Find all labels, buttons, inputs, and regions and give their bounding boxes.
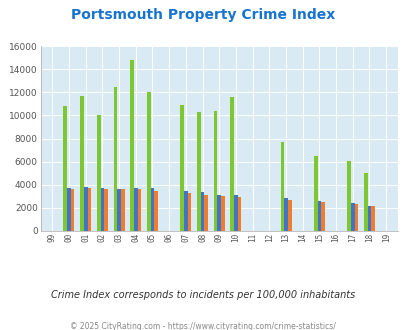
Bar <box>230 97 234 231</box>
Text: Portsmouth Property Crime Index: Portsmouth Property Crime Index <box>71 8 334 22</box>
Bar <box>187 193 191 231</box>
Bar <box>117 189 121 231</box>
Bar <box>320 202 324 231</box>
Bar <box>287 200 291 231</box>
Bar <box>200 192 204 231</box>
Bar <box>234 195 237 231</box>
Bar <box>350 203 354 231</box>
Bar <box>213 112 217 231</box>
Bar <box>80 96 84 231</box>
Bar <box>150 188 154 231</box>
Bar <box>317 201 320 231</box>
Bar <box>371 206 374 231</box>
Bar <box>67 188 70 231</box>
Bar <box>84 186 87 231</box>
Bar <box>204 195 207 231</box>
Bar <box>284 197 287 231</box>
Bar <box>154 191 158 231</box>
Bar <box>280 142 283 231</box>
Bar <box>100 188 104 231</box>
Bar <box>237 197 241 231</box>
Bar <box>183 191 187 231</box>
Bar <box>180 105 183 231</box>
Bar <box>221 196 224 231</box>
Bar <box>113 86 117 231</box>
Bar <box>134 188 137 231</box>
Bar <box>354 204 358 231</box>
Bar <box>313 156 317 231</box>
Bar <box>147 92 150 231</box>
Bar <box>87 188 91 231</box>
Bar <box>367 206 371 231</box>
Bar <box>104 189 108 231</box>
Bar <box>196 112 200 231</box>
Bar <box>217 195 221 231</box>
Text: Crime Index corresponds to incidents per 100,000 inhabitants: Crime Index corresponds to incidents per… <box>51 290 354 300</box>
Bar <box>363 173 367 231</box>
Bar <box>121 189 124 231</box>
Bar <box>70 189 74 231</box>
Bar <box>346 161 350 231</box>
Bar <box>97 115 100 231</box>
Bar <box>63 106 67 231</box>
Bar <box>130 60 134 231</box>
Text: © 2025 CityRating.com - https://www.cityrating.com/crime-statistics/: © 2025 CityRating.com - https://www.city… <box>70 322 335 330</box>
Bar <box>137 189 141 231</box>
